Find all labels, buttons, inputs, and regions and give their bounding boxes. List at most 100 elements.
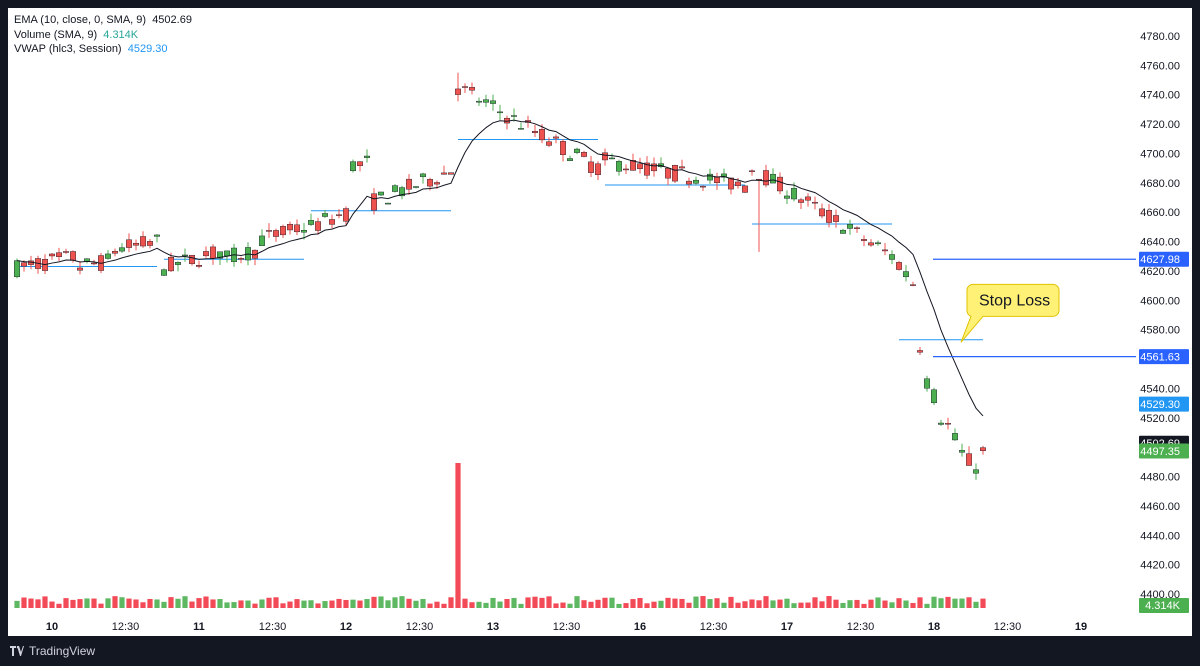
x-tick-label: 10 xyxy=(46,621,58,633)
candle-body xyxy=(889,254,896,260)
volume-bar xyxy=(833,599,839,608)
candle-body xyxy=(378,191,385,196)
candle-body xyxy=(840,229,847,234)
candle-body xyxy=(539,129,546,141)
volume-bar xyxy=(588,601,594,608)
candle-body xyxy=(665,167,672,179)
y-tick-label: 4600.00 xyxy=(1140,295,1180,307)
price-label: 4627.98 xyxy=(1140,254,1180,266)
candle-body xyxy=(343,208,350,222)
volume-bar xyxy=(511,597,517,608)
volume-bar xyxy=(371,596,377,608)
volume-bar xyxy=(49,601,55,608)
volume-bar xyxy=(210,599,216,608)
price-label-box xyxy=(1139,396,1189,412)
volume-bar xyxy=(812,597,818,608)
volume-bar xyxy=(847,600,853,608)
volume-bar xyxy=(469,602,475,608)
candle-body xyxy=(714,177,721,183)
chart-panel[interactable]: Stop Loss 4400.00 4420.00 4440.00 4460.00 44… xyxy=(8,8,1192,636)
chart-canvas[interactable]: Stop Loss 4400.004420.004440.004460.0044… xyxy=(8,8,1192,636)
volume-bar xyxy=(420,598,426,608)
candle-body xyxy=(735,181,742,186)
candle-body xyxy=(952,433,959,441)
volume-bar xyxy=(721,602,727,608)
candle-body xyxy=(749,170,756,172)
x-tick-label: 16 xyxy=(634,621,646,633)
volume-bar xyxy=(182,596,188,608)
candle-body xyxy=(777,176,784,192)
volume-bar xyxy=(924,603,930,608)
volume-bar xyxy=(483,602,489,608)
volume-bar xyxy=(14,600,20,608)
legend-volume[interactable]: Volume (SMA, 9) 4.314K xyxy=(14,28,192,43)
volume-bar xyxy=(189,601,195,608)
volume-bar xyxy=(728,596,734,608)
candle-body xyxy=(49,253,56,257)
candle-body xyxy=(104,253,111,259)
volume-bar xyxy=(399,596,405,608)
candle-body xyxy=(195,265,202,267)
volume-bar xyxy=(595,599,601,608)
volume-bar xyxy=(455,463,461,608)
volume-bar xyxy=(896,598,902,608)
price-label: 4497.35 xyxy=(1140,446,1180,458)
volume-bar xyxy=(336,598,342,608)
legend-ema[interactable]: EMA (10, close, 0, SMA, 9) 4502.69 xyxy=(14,13,192,28)
candle-body xyxy=(924,378,931,389)
tradingview-logo[interactable]: TradingView xyxy=(10,644,95,658)
volume-bar xyxy=(819,601,825,608)
volume-bar xyxy=(791,603,797,608)
volume-bar xyxy=(70,599,76,608)
volume-bar xyxy=(861,603,867,608)
y-tick-label: 4740.00 xyxy=(1140,90,1180,102)
y-tick-label: 4580.00 xyxy=(1140,325,1180,337)
volume-bar xyxy=(749,599,755,608)
volume-bar xyxy=(175,598,181,608)
volume-bar xyxy=(784,598,790,608)
volume-bar xyxy=(378,596,384,608)
y-tick-label: 4460.00 xyxy=(1140,501,1180,513)
candle-body xyxy=(280,226,287,236)
candle-body xyxy=(350,161,357,172)
x-tick-label: 17 xyxy=(781,621,793,633)
candle-body xyxy=(90,262,97,265)
candle-body xyxy=(532,130,539,134)
volume-bar xyxy=(910,602,916,608)
volume-bar xyxy=(686,602,692,608)
candle-body xyxy=(329,219,336,225)
volume-bar xyxy=(854,599,860,608)
y-tick-label: 4700.00 xyxy=(1140,148,1180,160)
legend-volume-label: Volume (SMA, 9) xyxy=(14,28,98,41)
callout-bubble xyxy=(960,283,1060,343)
x-tick-label: 18 xyxy=(928,621,940,633)
volume-bar xyxy=(637,598,643,608)
candle-body xyxy=(287,223,294,231)
volume-bar xyxy=(616,603,622,608)
candle-body xyxy=(644,162,651,176)
volume-bar xyxy=(798,602,804,608)
volume-bar xyxy=(273,597,279,608)
x-tick-label: 12 xyxy=(340,621,352,633)
volume-bar xyxy=(245,600,251,608)
volume-bar xyxy=(966,597,972,608)
candle-body xyxy=(847,224,854,229)
candle-body xyxy=(945,423,952,425)
candle-body xyxy=(623,168,630,171)
volume-bar xyxy=(889,602,895,608)
x-tick-label: 12:30 xyxy=(700,621,728,633)
candle-body xyxy=(602,152,609,161)
volume-bar xyxy=(553,603,559,608)
candle-body xyxy=(364,155,371,158)
volume-bar xyxy=(77,599,83,608)
volume-bar xyxy=(574,596,580,608)
volume-bar xyxy=(119,597,125,608)
volume-bar xyxy=(364,599,370,608)
legend-vwap[interactable]: VWAP (hlc3, Session) 4529.30 xyxy=(14,42,192,57)
candle-body xyxy=(188,254,195,264)
price-label-box xyxy=(1139,251,1189,267)
candle-body xyxy=(111,250,118,254)
x-tick-label: 12:30 xyxy=(994,621,1022,633)
x-tick-label: 12:30 xyxy=(847,621,875,633)
candle-body xyxy=(258,235,265,246)
